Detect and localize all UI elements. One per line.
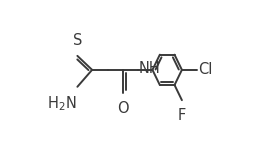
Text: H$_2$N: H$_2$N: [47, 94, 76, 113]
Text: S: S: [73, 33, 82, 48]
Text: F: F: [178, 108, 186, 123]
Text: NH: NH: [139, 61, 161, 76]
Text: O: O: [117, 101, 129, 116]
Text: Cl: Cl: [198, 62, 212, 77]
